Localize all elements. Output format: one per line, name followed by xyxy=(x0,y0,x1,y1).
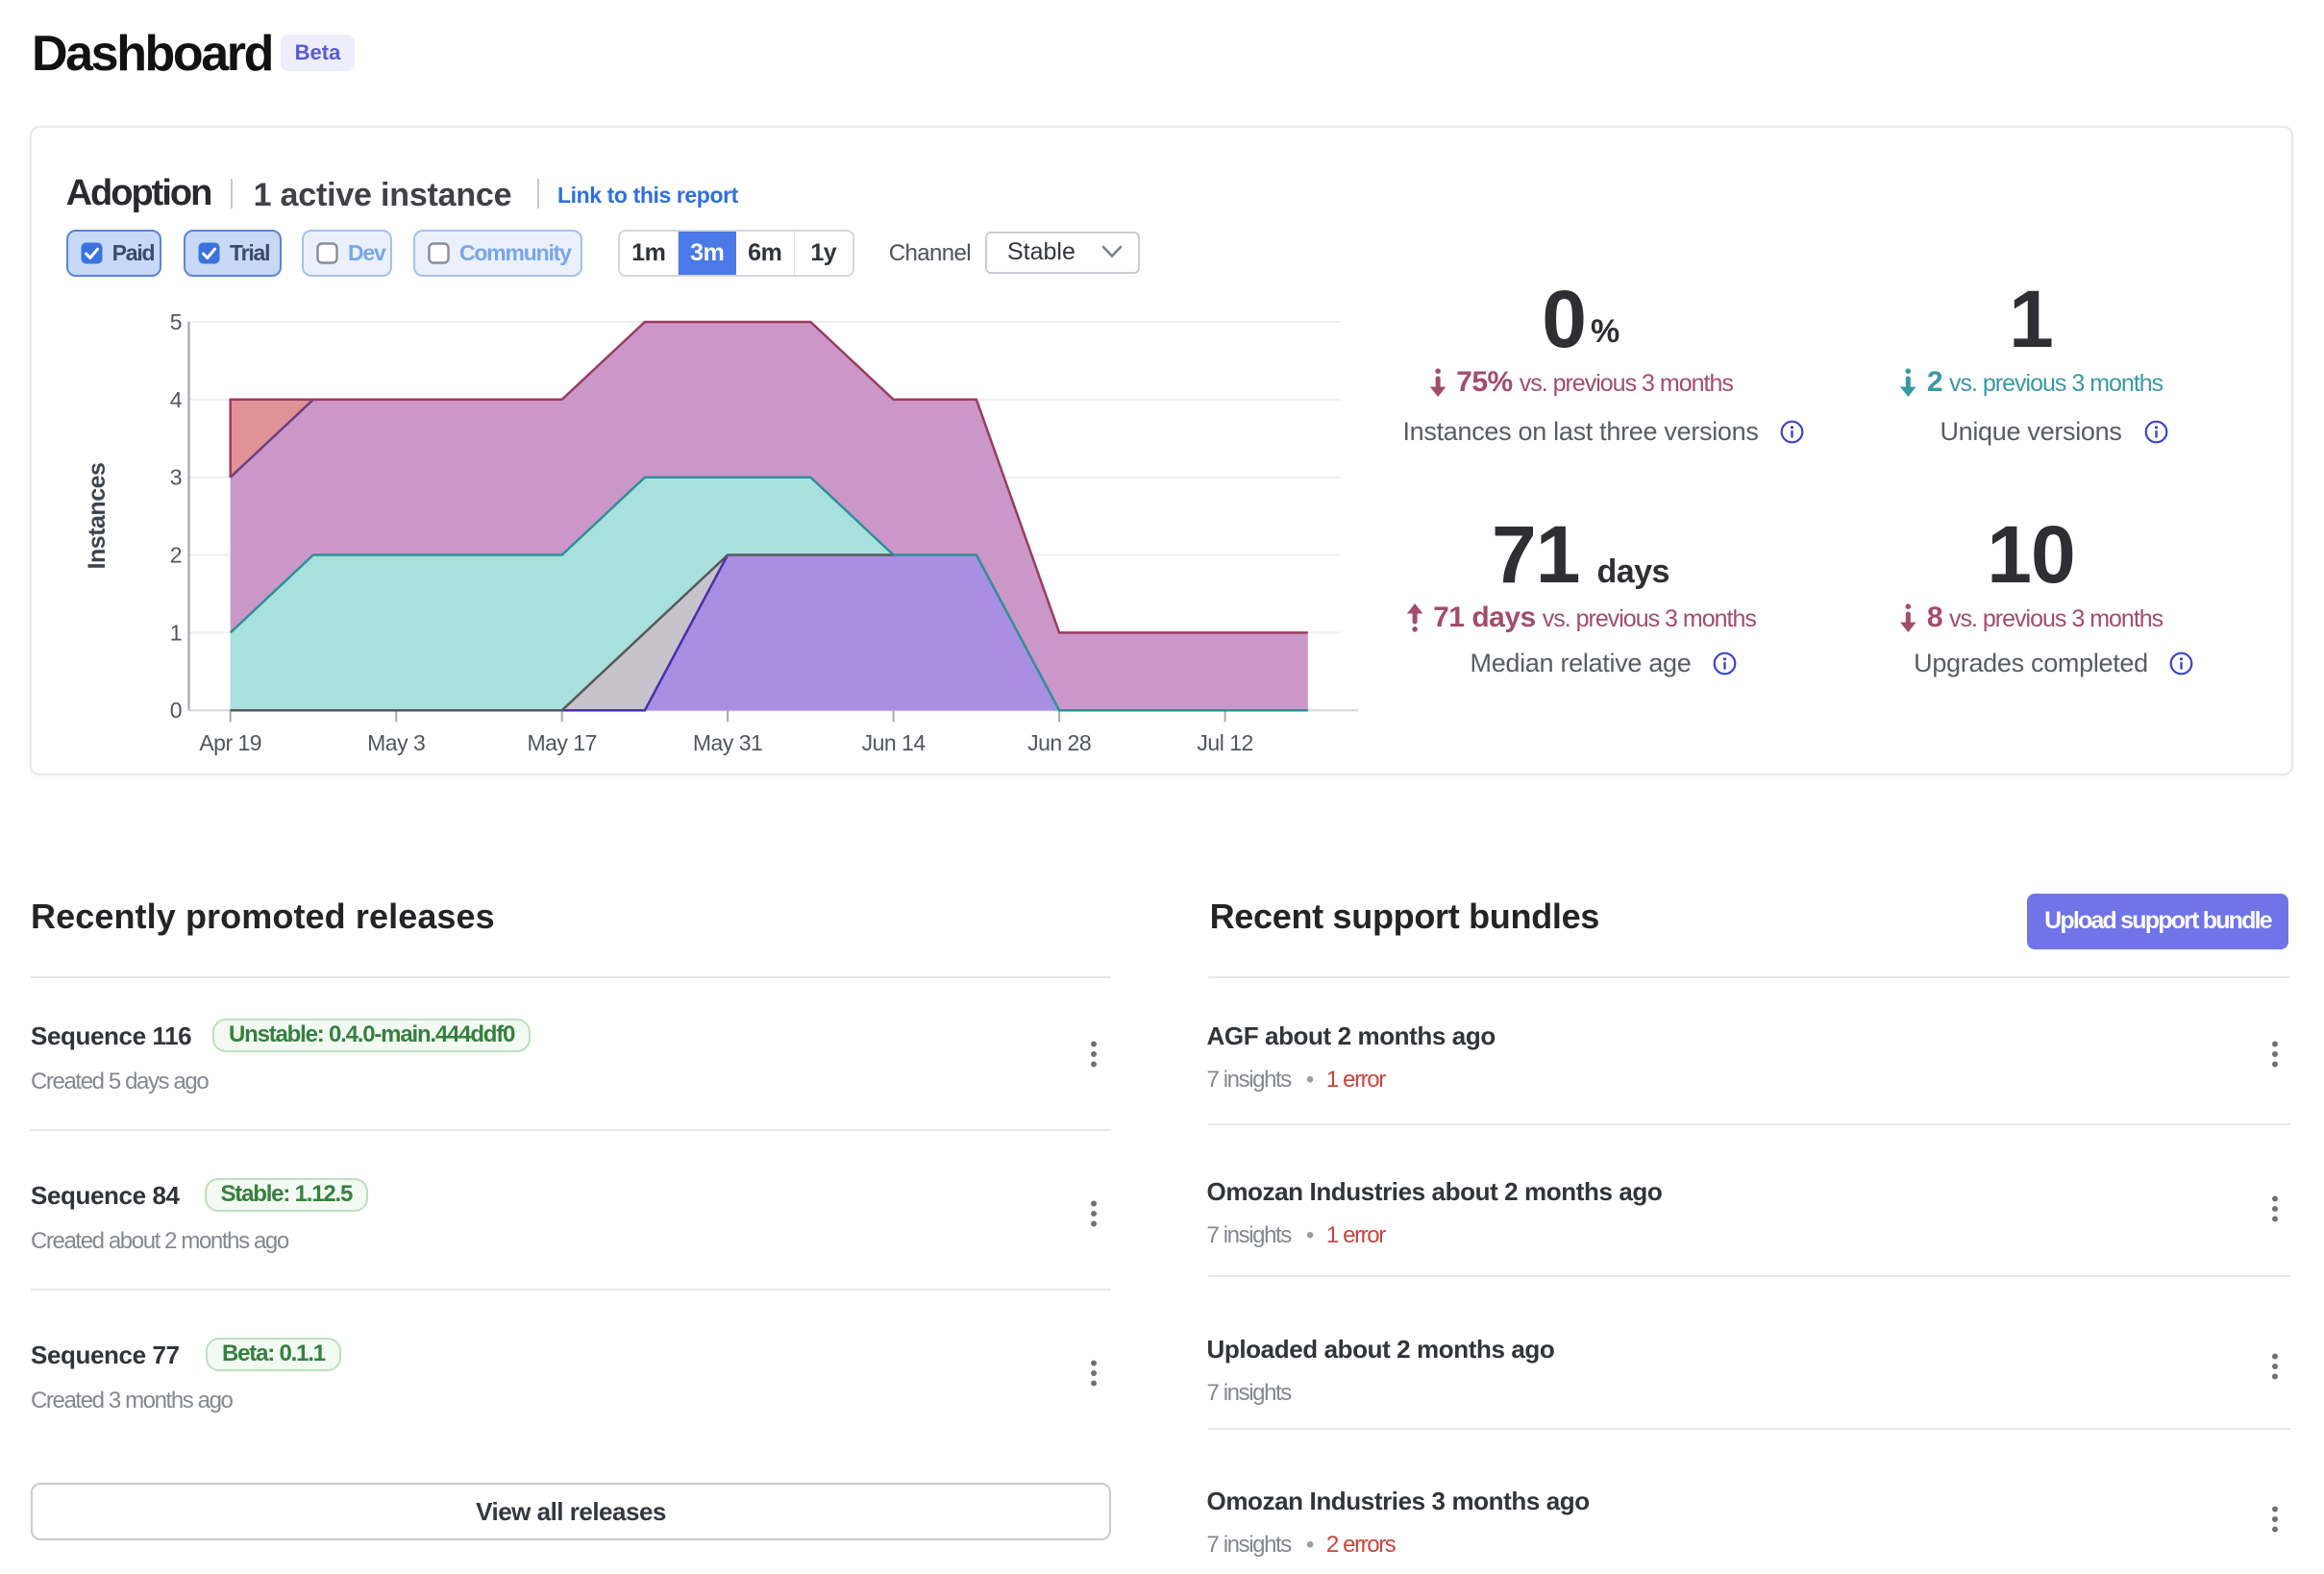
svg-text:2: 2 xyxy=(170,543,182,568)
svg-text:Instances: Instances xyxy=(84,463,111,570)
svg-text:Jul 12: Jul 12 xyxy=(1197,730,1252,755)
svg-text:Apr 19: Apr 19 xyxy=(199,730,261,755)
svg-text:May 17: May 17 xyxy=(527,730,596,755)
svg-text:0: 0 xyxy=(170,698,182,723)
svg-text:Jun 14: Jun 14 xyxy=(862,730,927,755)
svg-text:3: 3 xyxy=(170,465,182,490)
svg-text:1: 1 xyxy=(170,620,182,645)
svg-text:5: 5 xyxy=(170,309,182,334)
svg-text:May 31: May 31 xyxy=(693,730,762,755)
svg-text:Jun 28: Jun 28 xyxy=(1027,730,1091,755)
svg-text:4: 4 xyxy=(170,387,183,412)
svg-text:May 3: May 3 xyxy=(367,730,425,755)
